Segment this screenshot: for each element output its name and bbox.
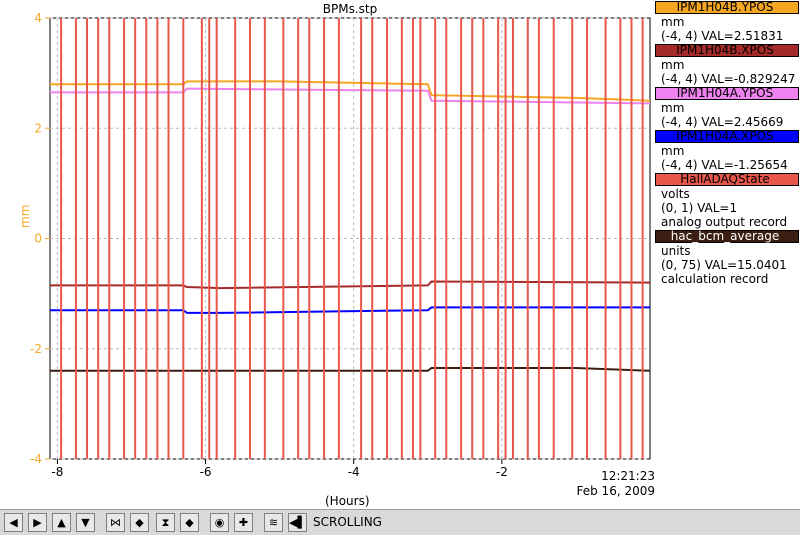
y-tick-label: -4 bbox=[30, 452, 42, 466]
legend-swatch bbox=[655, 173, 799, 186]
right-arrow-icon[interactable]: ▶ bbox=[28, 513, 47, 532]
y-tick-label: -2 bbox=[30, 342, 42, 356]
toolbar: ◀ ▶ ▲ ▼ ⋈ ◆ ⧗ ◆ ◉ ✚ ≋ ◀▌ SCROLLING bbox=[0, 509, 800, 535]
legend-swatch bbox=[655, 130, 799, 143]
legend-swatch bbox=[655, 1, 799, 14]
chart-title: BPMs.stp bbox=[322, 2, 378, 16]
zoom-in-horizontal-icon[interactable]: ⋈ bbox=[106, 513, 125, 532]
x-tick-label: -8 bbox=[51, 465, 63, 479]
x-tick-label: -6 bbox=[200, 465, 212, 479]
pause-icon[interactable]: ◀▌ bbox=[288, 513, 307, 532]
left-arrow-icon[interactable]: ◀ bbox=[4, 513, 23, 532]
legend-range-value: (-4, 4) VAL=-0.829247 bbox=[661, 72, 796, 86]
legend-unit: mm bbox=[661, 101, 685, 115]
fit-icon[interactable]: ≋ bbox=[264, 513, 283, 532]
series-line bbox=[50, 87, 651, 105]
y-tick-label: 4 bbox=[34, 11, 42, 25]
legend: IPM1H04B.YPOS mm (-4, 4) VAL=2.51831 IPM… bbox=[655, 0, 800, 286]
legend-unit: mm bbox=[661, 58, 685, 72]
date-label: Feb 16, 2009 bbox=[576, 484, 656, 498]
scrolling-status: SCROLLING bbox=[313, 515, 382, 529]
legend-range-value: (-4, 4) VAL=-1.25654 bbox=[661, 158, 788, 172]
legend-unit: mm bbox=[661, 144, 685, 158]
y-axis-label: mm bbox=[18, 204, 32, 228]
plus-icon[interactable]: ✚ bbox=[234, 513, 253, 532]
chart-area[interactable]: -8 -6 -4 -2 -4 -2 0 2 4 bbox=[0, 0, 800, 510]
legend-item[interactable]: IPM1H04A.YPOS mm (-4, 4) VAL=2.45669 bbox=[655, 87, 800, 129]
zoom-out-horizontal-icon[interactable]: ◆ bbox=[130, 513, 149, 532]
legend-item[interactable]: IPM1H04B.YPOS mm (-4, 4) VAL=2.51831 bbox=[655, 1, 800, 43]
zoom-out-vertical-icon[interactable]: ◆ bbox=[180, 513, 199, 532]
legend-series-name: IPM1H04A.YPOS bbox=[676, 86, 774, 100]
legend-range-value: (-4, 4) VAL=2.51831 bbox=[661, 29, 784, 43]
legend-item[interactable]: IPM1H04B.XPOS mm (-4, 4) VAL=-0.829247 bbox=[655, 44, 800, 86]
legend-unit: mm bbox=[661, 15, 685, 29]
legend-range-value: (0, 75) VAL=15.0401 bbox=[661, 258, 787, 272]
legend-series-name: hac_bcm_average bbox=[670, 229, 780, 243]
x-tick-label: -4 bbox=[348, 465, 360, 479]
down-arrow-icon[interactable]: ▼ bbox=[76, 513, 95, 532]
y-tick-label: 0 bbox=[34, 232, 42, 246]
legend-record: calculation record bbox=[661, 272, 769, 286]
legend-range-value: (0, 1) VAL=1 bbox=[661, 201, 738, 215]
legend-item[interactable]: hac_bcm_average units (0, 75) VAL=15.040… bbox=[655, 230, 800, 286]
legend-unit: units bbox=[661, 244, 691, 258]
legend-item[interactable]: HallADAQState volts (0, 1) VAL=1 analog … bbox=[655, 173, 800, 229]
target-icon[interactable]: ◉ bbox=[210, 513, 229, 532]
legend-item[interactable]: IPM1H04A.XPOS mm (-4, 4) VAL=-1.25654 bbox=[655, 130, 800, 172]
zoom-in-vertical-icon[interactable]: ⧗ bbox=[156, 513, 175, 532]
legend-range-value: (-4, 4) VAL=2.45669 bbox=[661, 115, 784, 129]
legend-series-name: IPM1H04B.YPOS bbox=[676, 0, 774, 14]
series-line bbox=[50, 367, 651, 372]
up-arrow-icon[interactable]: ▲ bbox=[52, 513, 71, 532]
time-label: 12:21:23 bbox=[601, 469, 655, 483]
legend-series-name: IPM1H04A.XPOS bbox=[676, 129, 774, 143]
legend-unit: volts bbox=[661, 187, 690, 201]
legend-swatch bbox=[655, 44, 799, 57]
y-tick-label: 2 bbox=[34, 121, 42, 135]
legend-swatch bbox=[655, 230, 799, 243]
x-axis-label: (Hours) bbox=[325, 494, 370, 508]
legend-record: analog output record bbox=[661, 215, 788, 229]
legend-series-name: HallADAQState bbox=[680, 172, 770, 186]
x-tick-label: -2 bbox=[496, 465, 508, 479]
legend-series-name: IPM1H04B.XPOS bbox=[676, 43, 774, 57]
legend-swatch bbox=[655, 87, 799, 100]
